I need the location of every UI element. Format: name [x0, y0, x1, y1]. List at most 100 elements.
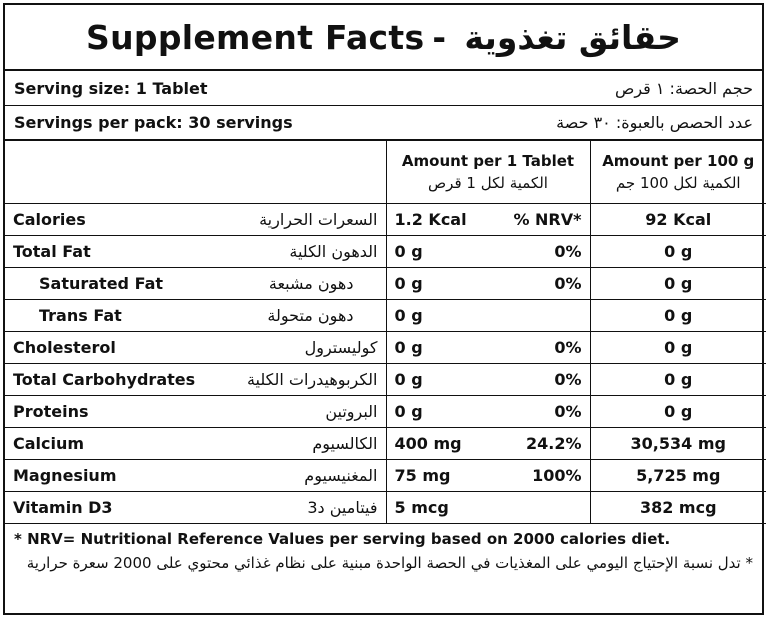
per-tablet-cell: 1.2 Kcal % NRV* — [385, 202, 591, 236]
per-tablet-amount: 5 mcg — [394, 497, 449, 517]
nrv-percent: % NRV* — [513, 209, 582, 229]
table-row: Cholesterol كوليسترول 0 g 0% 0 g — [5, 330, 766, 364]
nutrient-name-cell: Proteins البروتين — [5, 394, 387, 428]
nrv-percent: 0% — [554, 401, 582, 421]
per-tablet-amount: 0 g — [394, 305, 423, 325]
per-100g-cell: 0 g — [589, 394, 766, 428]
nutrient-name-ar: كوليسترول — [304, 337, 378, 357]
nutrient-name-cell: Calcium الكالسيوم — [5, 426, 387, 460]
nutrient-name-cell: Magnesium المغنيسيوم — [5, 458, 387, 492]
table-row: Total Carbohydrates الكربوهيدرات الكلية 0 … — [5, 362, 766, 396]
per-tablet-amount: 0 g — [394, 369, 423, 389]
nutrient-name-cell: Trans Fat دهون متحولة — [5, 298, 387, 332]
nutrient-name-en: Trans Fat — [39, 305, 122, 325]
nutrient-name-ar: دهون مشبعة — [268, 273, 354, 293]
table-row: Trans Fat دهون متحولة 0 g 0 g — [5, 298, 766, 332]
serving-size-row: Serving size: 1 Tablet حجم الحصة: ١ قرص — [5, 71, 762, 106]
per-100g-cell: 0 g — [589, 362, 766, 396]
nutrient-name-ar: دهون متحولة — [267, 305, 354, 325]
per-100g-amount: 0 g — [664, 305, 693, 325]
nutrition-table: Amount per 1 Tablet الكمية لكل 1 قرص Amo… — [5, 141, 766, 524]
nutrient-rows: Calories السعرات الحرارية 1.2 Kcal % NRV* 92… — [5, 202, 766, 524]
footnote-ar: * تدل نسبة الإحتياج اليومي على المغذيات … — [26, 553, 753, 572]
nutrient-name-cell: Vitamin D3 فيتامين د3 — [5, 490, 387, 524]
header-per-100g: Amount per 100 g الكمية لكل 100 جم — [589, 141, 766, 204]
per-100g-amount: 0 g — [664, 337, 693, 357]
servings-per-pack-en: Servings per pack: 30 servings — [14, 113, 293, 132]
header-per-tablet-en: Amount per 1 Tablet — [401, 151, 575, 170]
nutrient-name-en: Calories — [13, 209, 86, 229]
nutrient-name-en: Cholesterol — [13, 337, 116, 357]
per-100g-cell: 5,725 mg — [589, 458, 766, 492]
per-tablet-cell: 5 mcg — [385, 490, 591, 524]
per-100g-cell: 0 g — [589, 266, 766, 300]
table-row: Calories السعرات الحرارية 1.2 Kcal % NRV* 92… — [5, 202, 766, 236]
nrv-percent: 0% — [554, 273, 582, 293]
per-tablet-cell: 0 g 0% — [385, 330, 591, 364]
per-100g-amount: 0 g — [664, 401, 693, 421]
per-100g-amount: 382 mcg — [639, 497, 717, 517]
nutrient-name-cell: Total Fat الدهون الكلية — [5, 234, 387, 268]
nutrient-name-en: Vitamin D3 — [13, 497, 113, 517]
table-header-row: Amount per 1 Tablet الكمية لكل 1 قرص Amo… — [5, 141, 766, 204]
per-100g-cell: 0 g — [589, 330, 766, 364]
per-tablet-cell: 0 g 0% — [385, 394, 591, 428]
nutrient-name-en: Saturated Fat — [39, 273, 164, 293]
nutrient-name-ar: الكربوهيدرات الكلية — [246, 369, 378, 389]
per-100g-amount: 0 g — [664, 241, 693, 261]
nrv-percent: 0% — [554, 369, 582, 389]
nutrient-name-en: Total Fat — [13, 241, 91, 261]
footnote-en: * NRV= Nutritional Reference Values per … — [14, 529, 671, 548]
footnote: * NRV= Nutritional Reference Values per … — [5, 524, 762, 581]
nutrient-name-ar: فيتامين د3 — [307, 497, 378, 517]
per-tablet-cell: 400 mg 24.2% — [385, 426, 591, 460]
per-100g-amount: 30,534 mg — [630, 433, 726, 453]
nutrient-name-ar: الدهون الكلية — [289, 241, 378, 261]
per-tablet-amount: 75 mg — [394, 465, 451, 485]
per-100g-cell: 30,534 mg — [589, 426, 766, 460]
title-ar: حقائق تغذوية — [464, 17, 681, 57]
nrv-percent: 0% — [554, 241, 582, 261]
title-separator: - — [432, 17, 447, 57]
per-100g-amount: 0 g — [664, 273, 693, 293]
per-tablet-amount: 0 g — [394, 337, 423, 357]
per-tablet-amount: 0 g — [394, 401, 423, 421]
header-per-tablet: Amount per 1 Tablet الكمية لكل 1 قرص — [385, 141, 591, 204]
header-per-tablet-ar: الكمية لكل 1 قرص — [428, 173, 548, 192]
title-en: Supplement Facts — [86, 17, 425, 57]
nutrient-name-en: Magnesium — [13, 465, 117, 485]
supplement-facts-label: Supplement Facts - حقائق تغذوية Serving … — [3, 3, 766, 615]
nrv-percent: 0% — [554, 337, 582, 357]
nutrient-name-ar: المغنيسيوم — [304, 465, 378, 485]
per-tablet-cell: 0 g 0% — [385, 362, 591, 396]
nutrient-name-cell: Cholesterol كوليسترول — [5, 330, 387, 364]
table-row: Vitamin D3 فيتامين د3 5 mcg 382 mcg — [5, 490, 766, 524]
servings-per-pack-ar: عدد الحصص بالعبوة: ٣٠ حصة — [556, 113, 753, 132]
table-row: Proteins البروتين 0 g 0% 0 g — [5, 394, 766, 428]
table-row: Saturated Fat دهون مشبعة 0 g 0% 0 g — [5, 266, 766, 300]
serving-size-en: Serving size: 1 Tablet — [14, 78, 208, 98]
per-tablet-amount: 1.2 Kcal — [394, 209, 467, 229]
nutrient-name-cell: Saturated Fat دهون مشبعة — [5, 266, 387, 300]
nutrient-name-cell: Total Carbohydrates الكربوهيدرات الكلية — [5, 362, 387, 396]
table-row: Magnesium المغنيسيوم 75 mg 100% 5,725 mg — [5, 458, 766, 492]
per-100g-cell: 382 mcg — [589, 490, 766, 524]
table-row: Calcium الكالسيوم 400 mg 24.2% 30,534 mg — [5, 426, 766, 460]
per-100g-cell: 0 g — [589, 298, 766, 332]
per-tablet-amount: 400 mg — [394, 433, 462, 453]
per-tablet-cell: 75 mg 100% — [385, 458, 591, 492]
page-title: Supplement Facts - حقائق تغذوية — [5, 5, 762, 71]
nutrient-name-en: Total Carbohydrates — [13, 369, 196, 389]
per-tablet-amount: 0 g — [394, 241, 423, 261]
nutrient-name-ar: السعرات الحرارية — [259, 209, 378, 229]
per-100g-cell: 92 Kcal — [589, 202, 766, 236]
nutrient-name-en: Calcium — [13, 433, 85, 453]
nutrient-name-en: Proteins — [13, 401, 89, 421]
per-100g-cell: 0 g — [589, 234, 766, 268]
per-100g-amount: 92 Kcal — [645, 209, 712, 229]
header-per-100g-en: Amount per 100 g — [602, 151, 755, 170]
per-100g-amount: 5,725 mg — [636, 465, 721, 485]
per-tablet-cell: 0 g — [385, 298, 591, 332]
per-tablet-cell: 0 g 0% — [385, 234, 591, 268]
servings-per-pack-row: Servings per pack: 30 servings عدد الحصص… — [5, 106, 762, 141]
